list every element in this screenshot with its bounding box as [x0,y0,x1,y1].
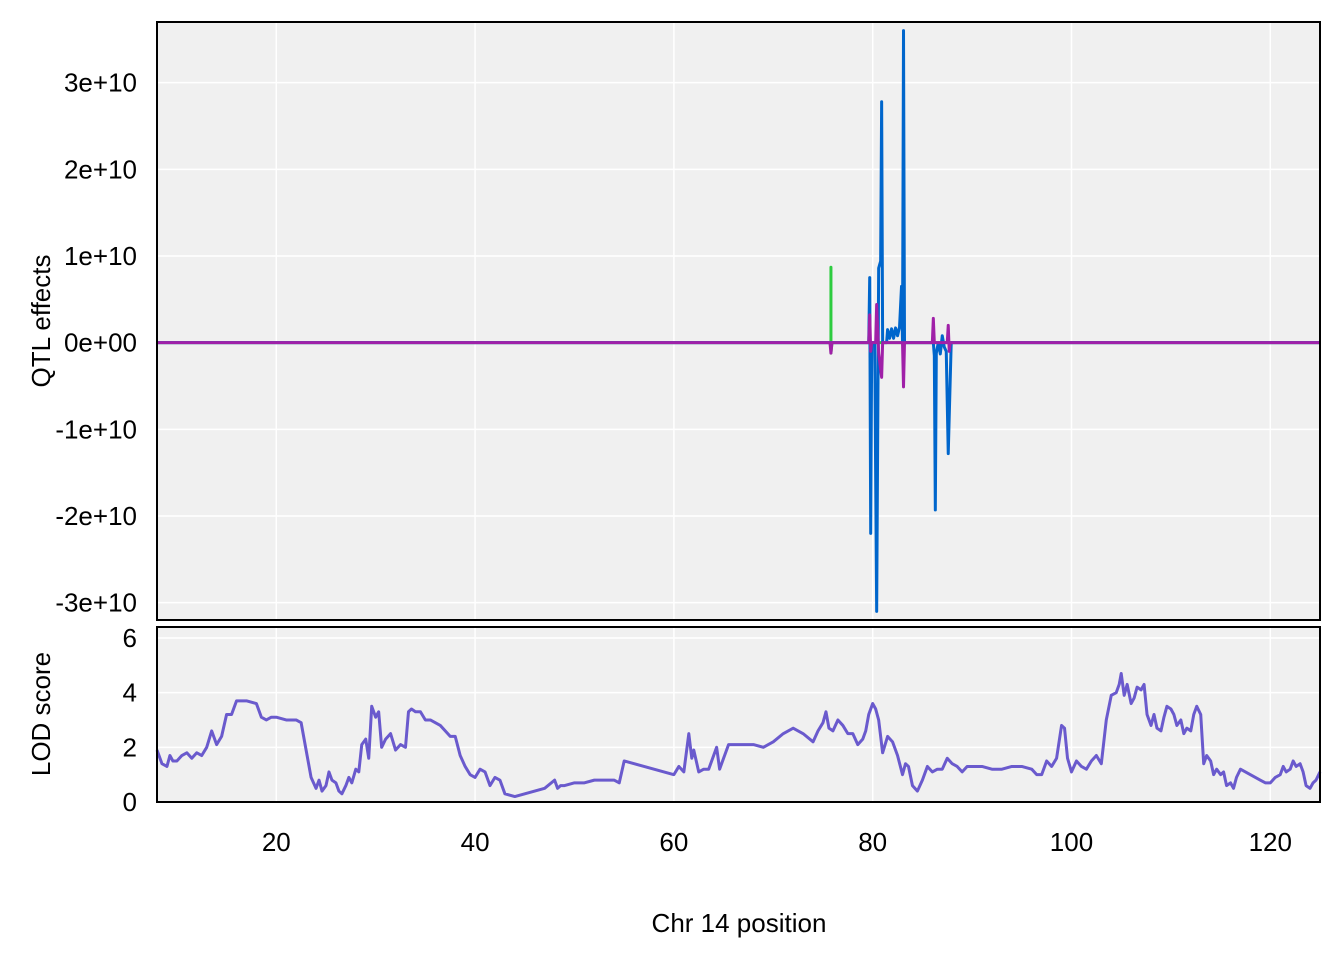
top-y-tick-label-6: 3e+10 [64,68,137,98]
top-y-tick-label-1: -2e+10 [55,501,137,531]
bottom-panel-y-tick-labels: 0 2 4 6 [123,623,137,817]
top-y-tick-label-0: -3e+10 [55,588,137,618]
x-tick-label-4: 100 [1050,827,1093,857]
top-y-tick-label-2: -1e+10 [55,414,137,444]
top-panel-y-axis-title: QTL effects [26,255,56,388]
bottom-y-tick-label-0: 0 [123,787,137,817]
bottom-panel: 0 2 4 6 20 40 60 80 100 120 LOD score Chr 14 pos… [26,623,1322,938]
bottom-y-tick-label-2: 4 [123,678,137,708]
x-tick-label-1: 40 [461,827,490,857]
top-series-line-2 [157,303,1320,389]
top-y-tick-label-5: 2e+10 [64,154,137,184]
bottom-series-line-0 [155,671,1322,799]
bottom-y-tick-label-1: 2 [123,732,137,762]
x-axis-title: Chr 14 position [652,908,827,938]
bottom-panel-series [155,671,1322,799]
top-series-line-1 [157,29,1320,613]
x-tick-label-3: 80 [858,827,887,857]
top-panel-border [156,21,1321,621]
bottom-panel-border [156,626,1321,803]
bottom-panel-y-axis-title: LOD score [26,652,56,776]
x-tick-label-5: 120 [1249,827,1292,857]
top-panel-y-tick-labels: -3e+10 -2e+10 -1e+10 0e+00 1e+10 2e+10 3e+10 [55,68,137,618]
x-tick-labels: 20 40 60 80 100 120 [262,827,1292,857]
top-panel-series [157,29,1320,613]
bottom-y-tick-label-3: 6 [123,623,137,653]
top-y-tick-label-4: 1e+10 [64,241,137,271]
x-tick-label-0: 20 [262,827,291,857]
top-panel: -3e+10 -2e+10 -1e+10 0e+00 1e+10 2e+10 3e+10 Q… [26,21,1321,621]
bottom-panel-background [157,627,1320,802]
x-tick-label-2: 60 [659,827,688,857]
top-panel-background [157,22,1320,620]
top-y-tick-label-3: 0e+00 [64,328,137,358]
